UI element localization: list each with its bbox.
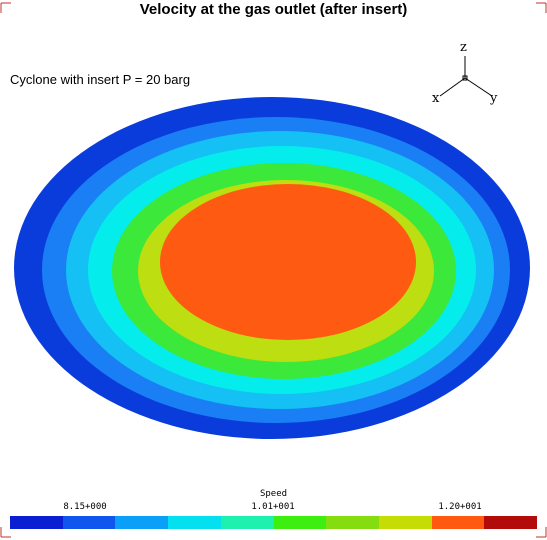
colorbar-segment (168, 516, 222, 529)
colorbar-tick-label: 1.20+001 (438, 502, 482, 512)
colorbar-segment (378, 516, 433, 529)
colorbar-segment (62, 516, 116, 529)
colorbar-segment (273, 516, 327, 529)
colorbar-tick-label: 1.01+001 (251, 502, 295, 512)
axis-label-y: y (490, 91, 498, 106)
colorbar-title: Speed (259, 489, 288, 499)
axis-triad-origin (462, 75, 468, 81)
chart-subtitle: Cyclone with insert P = 20 barg (10, 72, 191, 87)
colorbar-tick-label: 8.15+000 (63, 502, 107, 512)
colorbar-segment (10, 516, 64, 529)
chart-title: Velocity at the gas outlet (after insert… (139, 1, 408, 18)
colorbar-segment (220, 516, 274, 529)
colorbar-segment (431, 516, 485, 529)
colorbar-segment (484, 516, 538, 529)
contour-band (160, 184, 416, 340)
axis-triad-line (439, 77, 466, 97)
axis-label-x: x (432, 91, 440, 106)
axis-label-z: z (460, 40, 467, 55)
colorbar-segment (115, 516, 169, 529)
colorbar-segment (326, 516, 380, 529)
axis-triad-line (464, 77, 493, 97)
